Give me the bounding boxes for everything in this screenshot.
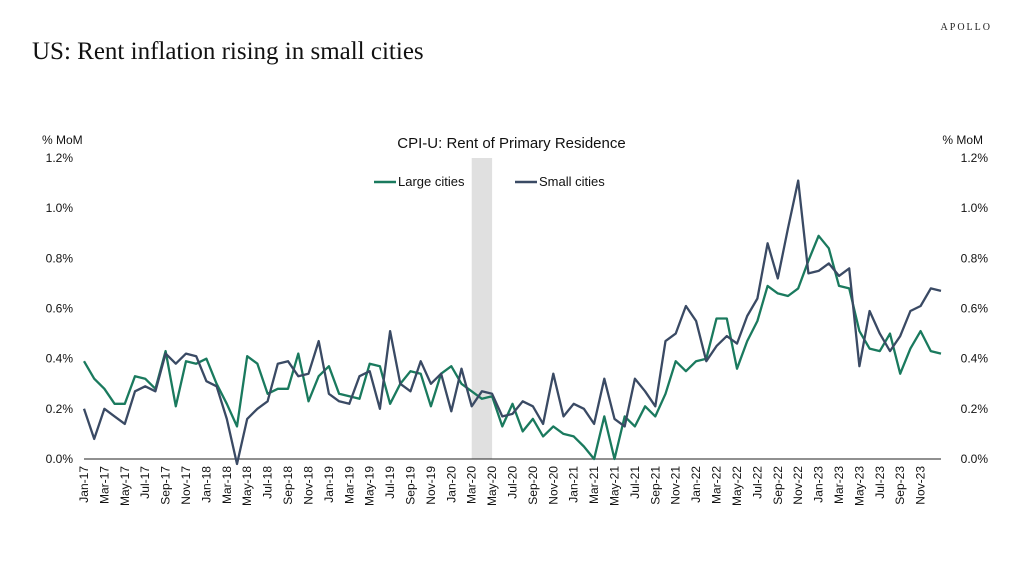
x-tick-label: Sep-21 <box>648 466 662 505</box>
x-tick-label: May-21 <box>608 466 622 506</box>
x-tick-label: Jan-19 <box>322 466 336 503</box>
x-tick-label: Jul-21 <box>628 466 642 499</box>
legend-label-small-cities: Small cities <box>539 174 605 189</box>
y-tick-label-left: 1.0% <box>46 201 74 215</box>
x-tick-label: Sep-20 <box>526 466 540 505</box>
y-tick-label-right: 0.8% <box>961 251 989 265</box>
x-tick-label: Nov-19 <box>424 466 438 505</box>
x-tick-label: Jan-23 <box>812 466 826 503</box>
x-tick-label: May-18 <box>240 466 254 506</box>
chart-title: CPI-U: Rent of Primary Residence <box>397 135 625 152</box>
x-tick-label: Jan-17 <box>77 466 91 503</box>
y-axis-label-right: % MoM <box>942 133 983 147</box>
x-tick-label: Nov-18 <box>301 466 315 505</box>
legend-label-large-cities: Large cities <box>398 174 465 189</box>
y-tick-label-left: 0.6% <box>46 302 74 316</box>
x-tick-label: Sep-23 <box>893 466 907 505</box>
brand-logo-text: APOLLO <box>940 22 992 33</box>
x-tick-label: Nov-21 <box>669 466 683 505</box>
y-tick-label-left: 1.2% <box>46 151 74 165</box>
x-tick-label: Nov-17 <box>179 466 193 505</box>
x-tick-label: Nov-22 <box>791 466 805 505</box>
recession-shading <box>471 158 493 459</box>
y-tick-label-right: 0.2% <box>961 402 989 416</box>
x-tick-label: Jul-18 <box>261 466 275 499</box>
y-tick-label-right: 0.4% <box>961 352 989 366</box>
x-tick-label: Jul-22 <box>750 466 764 499</box>
x-tick-label: Mar-22 <box>710 466 724 504</box>
x-tick-label: Jan-18 <box>199 466 213 503</box>
y-tick-label-right: 1.0% <box>961 201 989 215</box>
x-tick-label: Jul-20 <box>506 466 520 499</box>
x-tick-label: Jul-17 <box>138 466 152 499</box>
x-tick-label: Mar-20 <box>465 466 479 504</box>
y-tick-label-left: 0.8% <box>46 251 74 265</box>
x-tick-label: Sep-17 <box>159 466 173 505</box>
y-tick-label-right: 0.0% <box>961 452 989 466</box>
x-tick-label: Jan-21 <box>567 466 581 503</box>
x-tick-label: Sep-22 <box>771 466 785 505</box>
x-tick-label: Nov-23 <box>914 466 928 505</box>
x-tick-label: May-20 <box>485 466 499 506</box>
y-tick-label-right: 0.6% <box>961 302 989 316</box>
x-tick-label: Mar-17 <box>97 466 111 504</box>
y-axis-label-left: % MoM <box>42 133 83 147</box>
x-tick-label: Mar-18 <box>220 466 234 504</box>
x-tick-label: Mar-21 <box>587 466 601 504</box>
x-tick-label: May-17 <box>118 466 132 506</box>
page-title: US: Rent inflation rising in small citie… <box>32 38 424 65</box>
x-tick-label: Mar-19 <box>342 466 356 504</box>
x-tick-label: Nov-20 <box>546 466 560 505</box>
x-tick-label: Jul-19 <box>383 466 397 499</box>
x-tick-label: Jan-20 <box>444 466 458 503</box>
y-tick-label-left: 0.2% <box>46 402 74 416</box>
x-tick-label: May-22 <box>730 466 744 506</box>
x-tick-label: Mar-23 <box>832 466 846 504</box>
y-tick-label-right: 1.2% <box>961 151 989 165</box>
x-tick-label: Sep-18 <box>281 466 295 505</box>
x-tick-label: May-19 <box>363 466 377 506</box>
x-tick-label: May-23 <box>852 466 866 506</box>
x-tick-label: Jan-22 <box>689 466 703 503</box>
y-tick-label-left: 0.4% <box>46 352 74 366</box>
y-tick-label-left: 0.0% <box>46 452 74 466</box>
x-tick-label: Jul-23 <box>873 466 887 499</box>
x-tick-label: Sep-19 <box>403 466 417 505</box>
series-line-small-cities <box>82 179 942 466</box>
series-line-large-cities <box>83 234 942 461</box>
